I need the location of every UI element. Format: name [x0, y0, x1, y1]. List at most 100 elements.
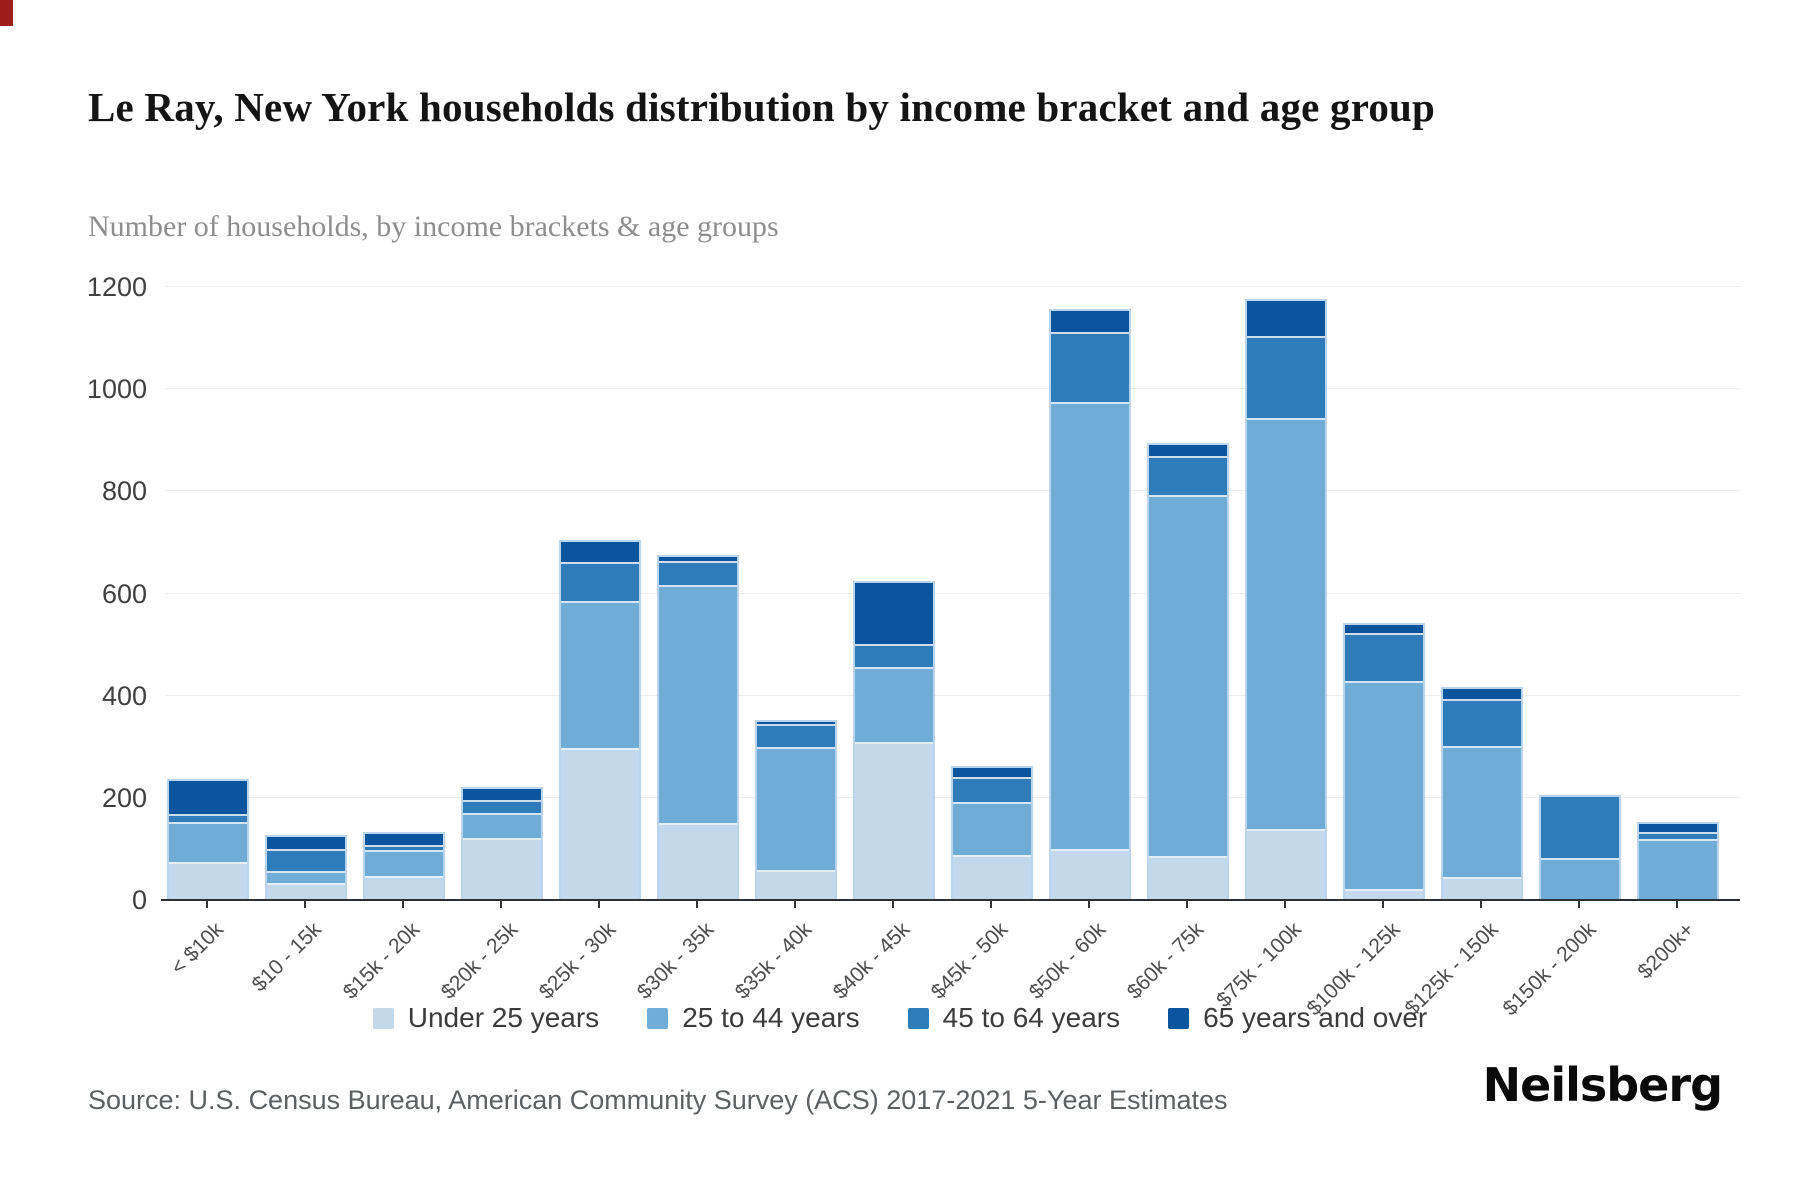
segment-45-to-64-years: [1051, 334, 1129, 404]
segment-under-25-years: [953, 857, 1031, 900]
x-tick: [500, 900, 502, 908]
segment-45-to-64-years: [757, 726, 835, 750]
legend-item-25-to-44-years: 25 to 44 years: [647, 1002, 860, 1034]
segment-65-years-and-over: [1149, 445, 1227, 459]
segment-65-years-and-over: [1345, 624, 1423, 636]
x-tick: [1578, 900, 1580, 908]
x-tick-label: $50k - 60k: [1024, 918, 1111, 1004]
bar-$30k - 35k: [657, 555, 739, 900]
bar-$40k - 45k: [853, 581, 935, 900]
bar-$150k - 200k: [1539, 794, 1621, 900]
gridline-1200: [165, 286, 1740, 287]
segment-25-to-44-years: [1149, 497, 1227, 859]
bar-$200k+: [1637, 821, 1719, 900]
x-tick: [1382, 900, 1384, 908]
segment-65-years-and-over: [1639, 823, 1717, 835]
segment-under-25-years: [1247, 831, 1325, 900]
segment-65-years-and-over: [463, 788, 541, 802]
legend-swatch: [372, 1007, 394, 1029]
segment-65-years-and-over: [1443, 688, 1521, 701]
x-tick-label: $15k - 20k: [338, 918, 425, 1004]
x-tick-label: $10 - 15k: [248, 918, 327, 997]
legend-label: 65 years and over: [1203, 1002, 1428, 1033]
gridline-600: [165, 592, 1740, 594]
legend-swatch: [647, 1007, 669, 1029]
x-tick: [794, 900, 796, 908]
legend-label: 25 to 44 years: [682, 1002, 860, 1033]
segment-45-to-64-years: [953, 778, 1031, 804]
segment-45-to-64-years: [1541, 796, 1619, 861]
segment-25-to-44-years: [463, 815, 541, 841]
segment-65-years-and-over: [659, 557, 737, 564]
y-tick-label-200: 200: [101, 782, 147, 813]
segment-under-25-years: [1051, 851, 1129, 900]
x-tick: [696, 900, 698, 908]
x-tick-label: $25k - 30k: [534, 918, 621, 1004]
x-tick: [402, 900, 404, 908]
segment-25-to-44-years: [757, 749, 835, 872]
x-tick-label: $60k - 75k: [1122, 918, 1209, 1004]
segment-under-25-years: [1149, 858, 1227, 900]
segment-under-25-years: [169, 863, 247, 900]
x-tick: [1284, 900, 1286, 908]
x-tick-label: $200k+: [1632, 918, 1699, 984]
gridline-400: [165, 694, 1740, 696]
segment-under-25-years: [267, 885, 345, 900]
bar-< $10k: [167, 778, 249, 900]
segment-45-to-64-years: [365, 846, 443, 852]
segment-65-years-and-over: [1247, 301, 1325, 338]
segment-under-25-years: [561, 750, 639, 900]
segment-25-to-44-years: [169, 824, 247, 864]
legend-swatch: [907, 1007, 929, 1029]
bar-$15k - 20k: [363, 832, 445, 900]
segment-65-years-and-over: [757, 722, 835, 727]
gridline-1000: [165, 388, 1740, 390]
x-axis-line: [161, 898, 1740, 901]
segment-under-25-years: [1345, 890, 1423, 900]
segment-45-to-64-years: [561, 564, 639, 603]
segment-25-to-44-years: [1345, 683, 1423, 891]
bar-$35k - 40k: [755, 720, 837, 900]
x-tick-label: $45k - 50k: [926, 918, 1013, 1004]
legend-label: 45 to 64 years: [942, 1002, 1121, 1033]
x-tick-label: $30k - 35k: [632, 918, 719, 1004]
x-tick-label: $40k - 45k: [828, 918, 915, 1004]
legend-swatch: [1168, 1007, 1190, 1029]
segment-65-years-and-over: [561, 542, 639, 565]
chart-legend: Under 25 years 25 to 44 years 45 to 64 yea…: [0, 1002, 1800, 1034]
chart-plot-area: < $10k $10 - 15k $15k - 20k $20k - 25k $25k …: [161, 250, 1740, 1020]
segment-45-to-64-years: [267, 850, 345, 874]
y-axis-labels: 0 200 400 600 800 1000 1200: [0, 250, 147, 914]
segment-25-to-44-years: [1639, 840, 1717, 900]
x-tick-label: $75k - 100k: [1212, 918, 1307, 1012]
segment-25-to-44-years: [1051, 404, 1129, 852]
corner-mark: [0, 0, 13, 26]
x-tick: [598, 900, 600, 908]
x-tick-label: $35k - 40k: [730, 918, 817, 1004]
gridline-800: [165, 490, 1740, 492]
segment-65-years-and-over: [365, 834, 443, 847]
segment-65-years-and-over: [953, 767, 1031, 779]
chart-subtitle: Number of households, by income brackets…: [88, 210, 779, 243]
segment-25-to-44-years: [1541, 860, 1619, 900]
x-tick: [1088, 900, 1090, 908]
segment-under-25-years: [757, 871, 835, 900]
bar-$100k - 125k: [1343, 622, 1425, 900]
segment-under-25-years: [463, 840, 541, 900]
segment-45-to-64-years: [659, 563, 737, 588]
y-tick-label-1000: 1000: [86, 374, 147, 405]
legend-item-under-25-years: Under 25 years: [372, 1002, 599, 1034]
source-note: Source: U.S. Census Bureau, American Com…: [88, 1085, 1228, 1115]
segment-65-years-and-over: [1051, 311, 1129, 335]
y-tick-label-1200: 1200: [86, 272, 147, 302]
chart-title: Le Ray, New York households distribution…: [88, 84, 1436, 131]
segment-under-25-years: [365, 877, 443, 900]
x-tick-label: < $10k: [166, 918, 229, 980]
y-tick-label-0: 0: [131, 885, 147, 915]
legend-item-65-years-and-over: 65 years and over: [1168, 1002, 1427, 1034]
segment-65-years-and-over: [267, 837, 345, 851]
y-tick-label-400: 400: [101, 680, 147, 711]
segment-under-25-years: [659, 824, 737, 900]
bar-$60k - 75k: [1147, 443, 1229, 900]
segment-45-to-64-years: [1443, 700, 1521, 748]
